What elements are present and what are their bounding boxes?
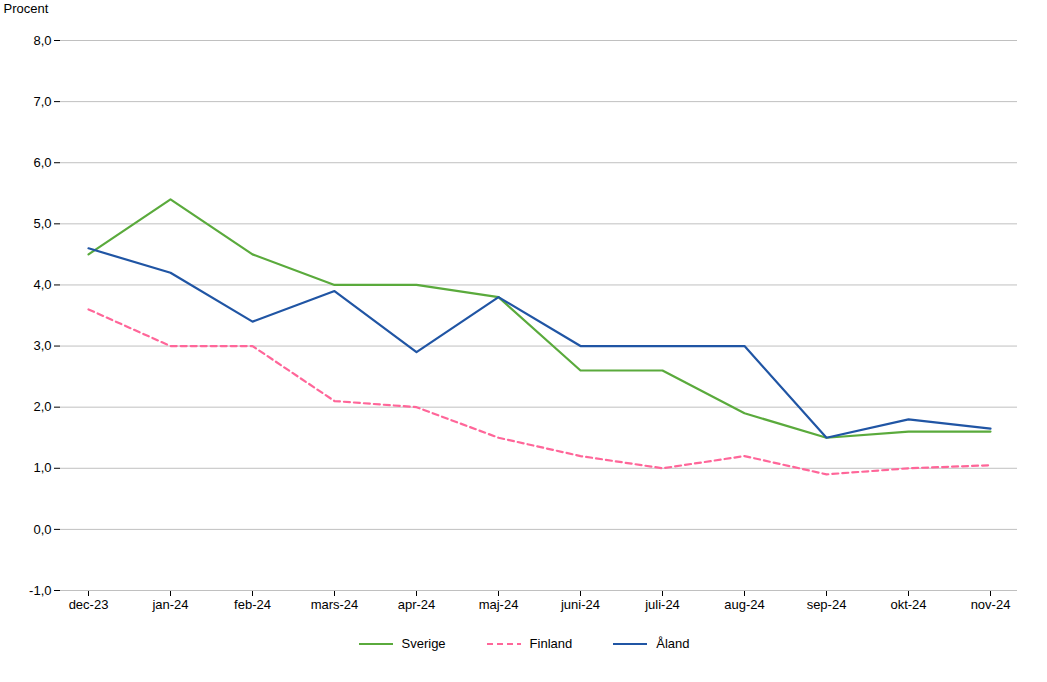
svg-text:4,0: 4,0 [33, 277, 51, 292]
svg-text:6,0: 6,0 [33, 155, 51, 170]
svg-text:dec-23: dec-23 [69, 597, 109, 612]
svg-text:mars-24: mars-24 [311, 597, 359, 612]
svg-text:jan-24: jan-24 [151, 597, 188, 612]
html-text:Finland: Finland [529, 636, 573, 651]
svg-text:juni-24: juni-24 [560, 597, 600, 612]
svg-text:okt-24: okt-24 [890, 597, 926, 612]
svg-text:Procent: Procent [4, 1, 49, 16]
svg-text:juli-24: juli-24 [644, 597, 680, 612]
svg-text:7,0: 7,0 [33, 94, 51, 109]
svg-text:maj-24: maj-24 [479, 597, 519, 612]
html-text:Sverige: Sverige [401, 636, 446, 651]
svg-text:1,0: 1,0 [33, 460, 51, 475]
svg-text:0,0: 0,0 [33, 522, 51, 537]
svg-text:-1,0: -1,0 [29, 583, 51, 598]
svg-text:2,0: 2,0 [33, 399, 51, 414]
svg-text:apr-24: apr-24 [398, 597, 436, 612]
svg-text:feb-24: feb-24 [234, 597, 271, 612]
svg-text:5,0: 5,0 [33, 216, 51, 231]
svg-text:3,0: 3,0 [33, 338, 51, 353]
svg-text:aug-24: aug-24 [724, 597, 764, 612]
svg-text:nov-24: nov-24 [971, 597, 1011, 612]
svg-text:sep-24: sep-24 [807, 597, 847, 612]
svg-text:8,0: 8,0 [33, 33, 51, 48]
html-text:Åland: Åland [656, 636, 690, 651]
